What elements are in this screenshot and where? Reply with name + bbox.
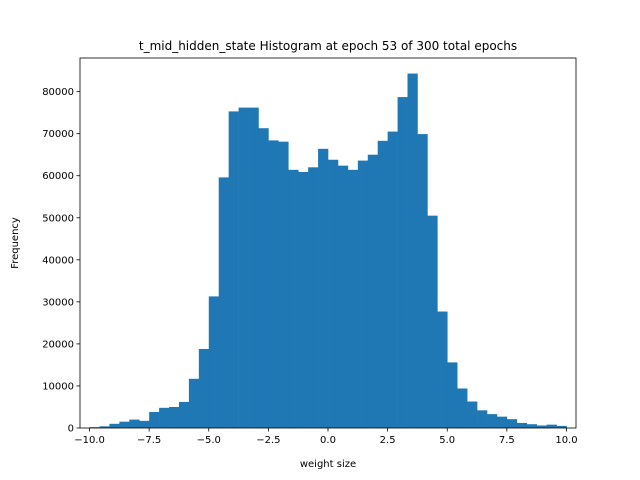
- histogram-bar: [238, 107, 249, 429]
- histogram-bar: [397, 97, 408, 428]
- histogram-bar: [318, 148, 329, 428]
- y-tick-label: 80000: [42, 87, 74, 98]
- histogram-bar: [417, 134, 428, 428]
- y-tick-label: 70000: [42, 129, 74, 140]
- histogram-bar: [298, 171, 309, 428]
- histogram-bar: [288, 169, 299, 428]
- histogram-bar: [188, 378, 200, 428]
- histogram-bar: [387, 131, 398, 428]
- histogram-bar: [447, 362, 458, 428]
- histogram-bar: [546, 424, 557, 428]
- histogram-bar: [556, 425, 567, 428]
- histogram-bar: [467, 401, 478, 428]
- y-tick-label: 60000: [42, 171, 74, 182]
- histogram-bar: [129, 419, 140, 428]
- x-tick-label: −2.5: [256, 435, 280, 446]
- histogram-bar: [496, 416, 508, 428]
- x-axis-label: weight size: [300, 459, 356, 470]
- plot-frame: [79, 57, 577, 429]
- x-tick-label: −5.0: [197, 435, 221, 446]
- histogram-bars: [89, 73, 567, 429]
- x-axis-ticks: −10.0 −7.5 −5.0 −2.5 0.0 2.5 5.0 7.5 10.0: [74, 428, 578, 446]
- histogram-bar: [139, 420, 150, 428]
- histogram-bar: [119, 421, 130, 428]
- histogram-bar: [487, 414, 498, 429]
- y-tick-label: 0: [68, 424, 74, 435]
- x-tick-label: 2.5: [380, 435, 396, 446]
- y-axis-label: Frequency: [10, 217, 21, 269]
- x-tick-label: 5.0: [439, 435, 455, 446]
- histogram-bar: [477, 410, 488, 428]
- histogram-bar: [278, 141, 289, 429]
- histogram-bar: [328, 159, 339, 428]
- histogram-bar: [198, 348, 210, 428]
- histogram-bar: [149, 412, 160, 428]
- histogram-bar: [248, 107, 259, 429]
- histogram-bar: [159, 407, 170, 428]
- histogram-bar: [377, 140, 388, 428]
- histogram-bar: [218, 177, 229, 428]
- x-tick-label: 0.0: [320, 435, 336, 446]
- histogram-bar: [208, 296, 220, 428]
- histogram-bar: [437, 311, 448, 428]
- x-tick-label: −7.5: [137, 435, 161, 446]
- histogram-bar: [258, 128, 269, 428]
- chart-title: t_mid_hidden_state Histogram at epoch 53…: [139, 39, 517, 53]
- y-tick-label: 30000: [42, 297, 74, 308]
- x-tick-label: −10.0: [74, 435, 105, 446]
- histogram-bar: [337, 165, 349, 428]
- histogram-bar: [228, 111, 239, 429]
- histogram-bar: [457, 388, 468, 428]
- histogram-bar: [516, 422, 528, 428]
- y-tick-label: 50000: [42, 213, 74, 224]
- histogram-bar: [178, 401, 190, 428]
- y-tick-label: 10000: [42, 381, 74, 392]
- histogram-bar: [89, 427, 100, 428]
- histogram-bar: [407, 73, 418, 428]
- histogram-bar: [308, 167, 319, 428]
- histogram-bar: [169, 406, 180, 428]
- histogram-bar: [367, 154, 379, 428]
- y-tick-label: 20000: [42, 339, 74, 350]
- histogram-bar: [536, 425, 547, 428]
- histogram-bar: [506, 419, 518, 428]
- y-axis-ticks: 0 10000 20000 30000 40000 50000 60000 70000 8000…: [42, 87, 80, 435]
- histogram-bar: [268, 140, 279, 428]
- x-tick-label: 10.0: [555, 435, 577, 446]
- histogram-bar: [357, 160, 369, 428]
- y-tick-label: 40000: [42, 255, 74, 266]
- histogram-bar: [427, 215, 438, 428]
- histogram-bar: [347, 169, 359, 428]
- histogram-bar: [526, 424, 537, 428]
- histogram-bar: [109, 423, 120, 428]
- x-tick-label: 7.5: [499, 435, 515, 446]
- histogram-bar: [99, 426, 110, 428]
